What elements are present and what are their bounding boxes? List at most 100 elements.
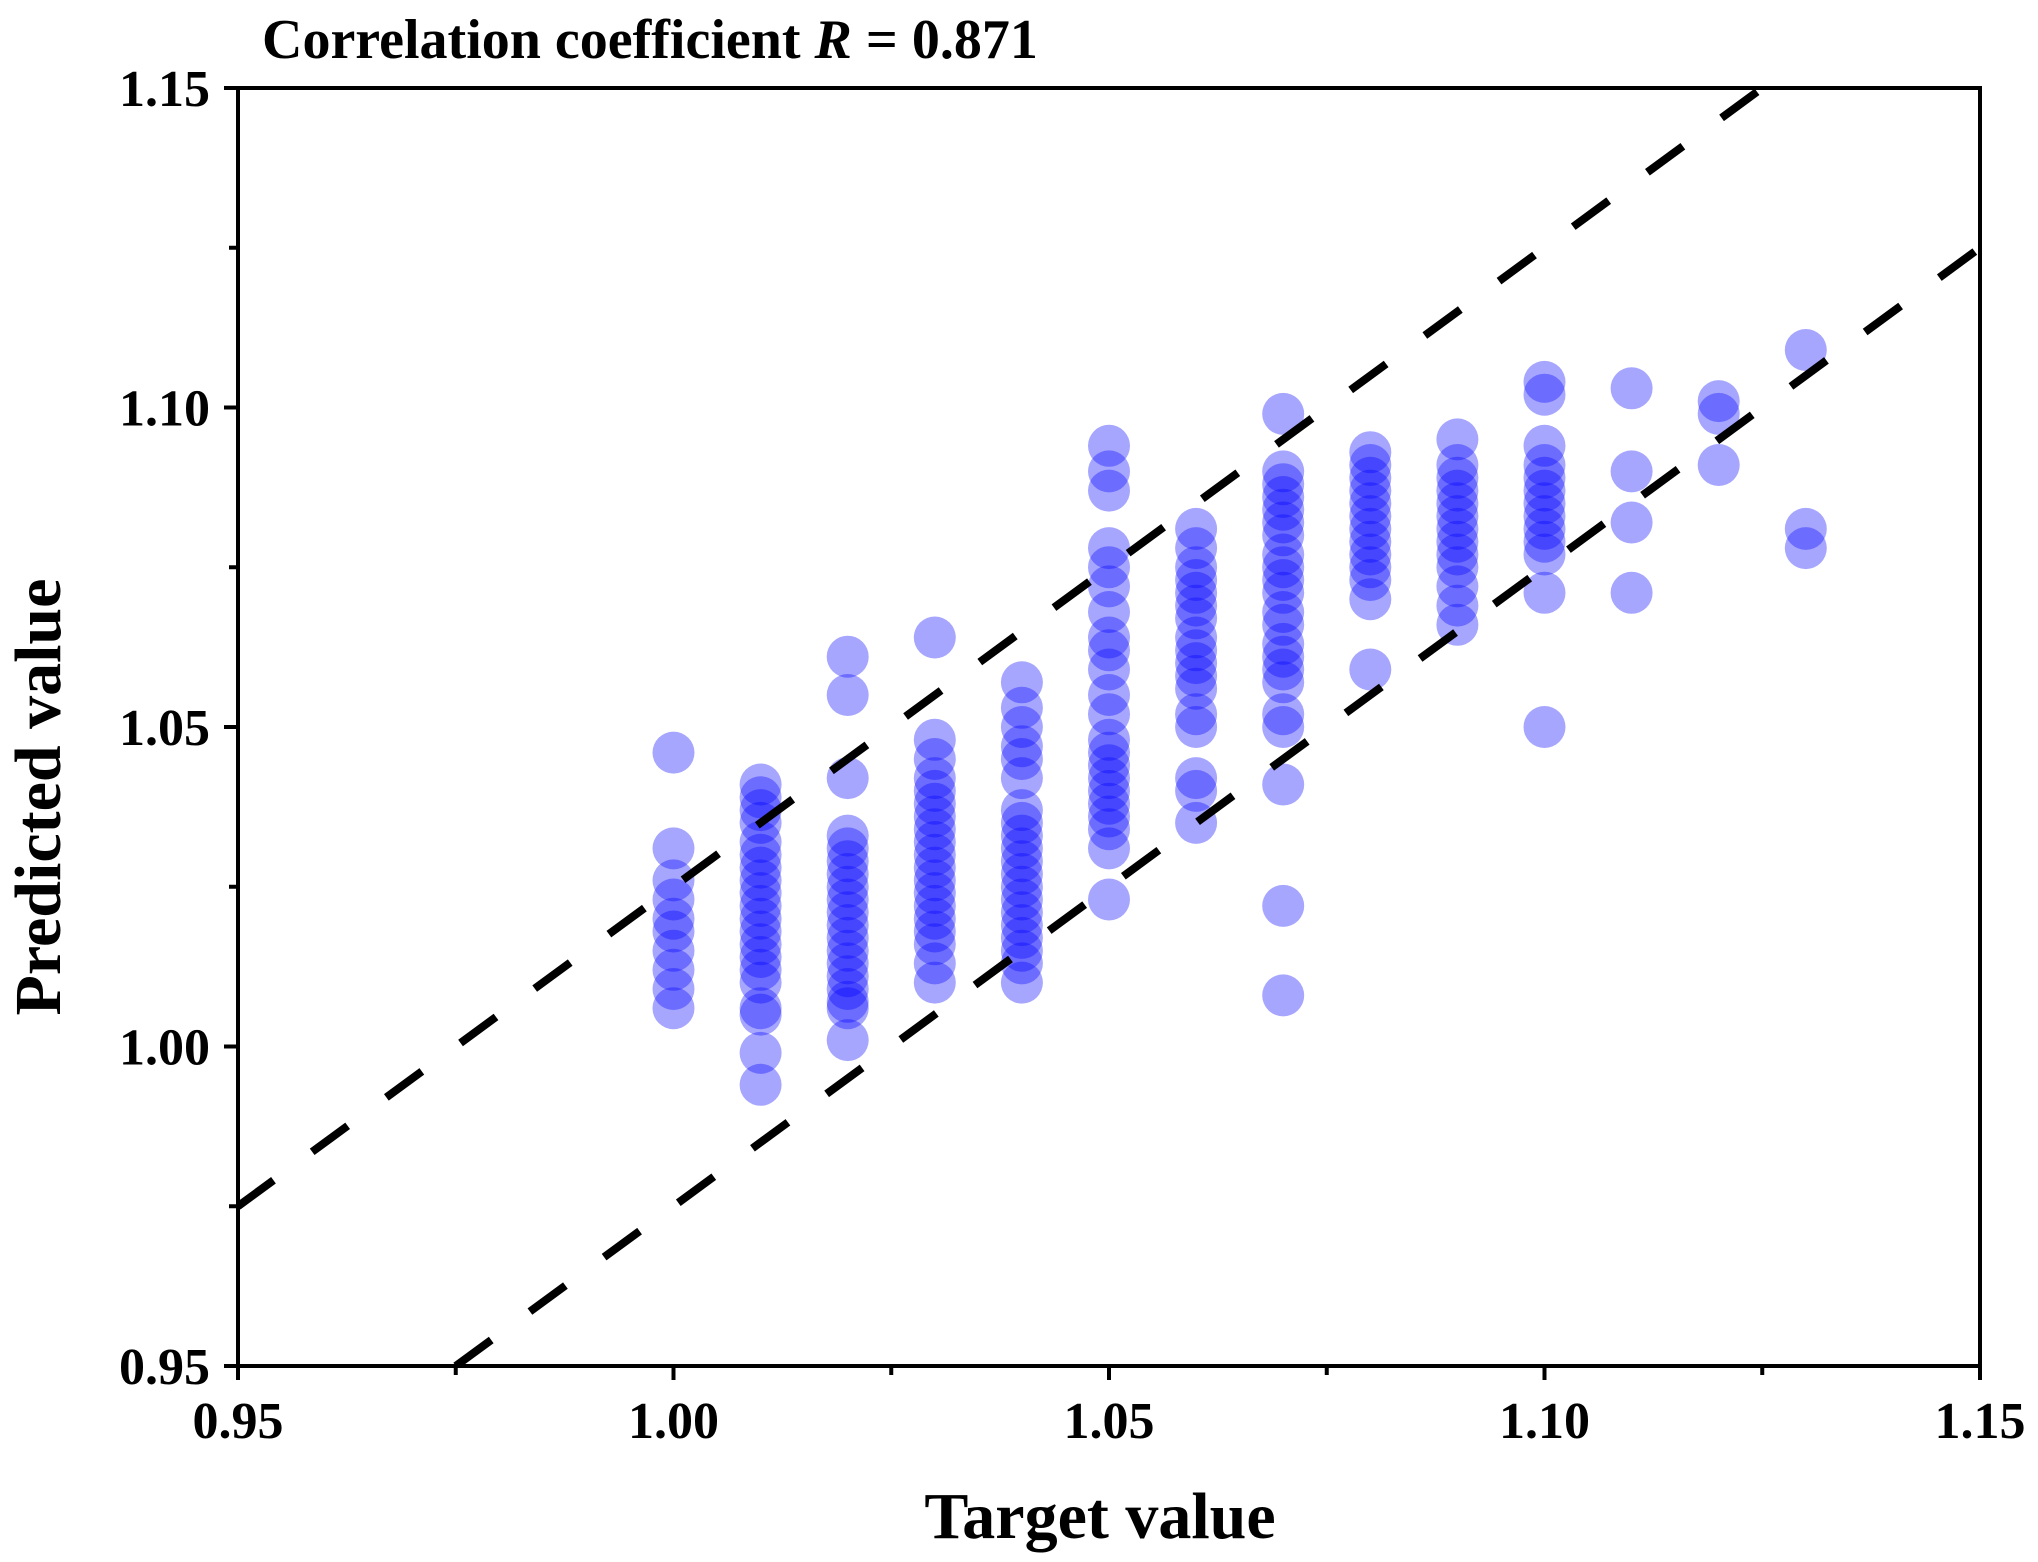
y-tick-label: 1.10 — [119, 381, 210, 438]
scatter-point — [1175, 642, 1218, 685]
scatter-point — [1175, 629, 1218, 672]
y-tick-label: 1.15 — [119, 61, 210, 118]
scatter-point — [739, 910, 782, 953]
scatter-point — [739, 776, 782, 819]
scatter-point — [1000, 827, 1043, 870]
scatter-point — [1262, 463, 1305, 506]
scatter-point — [1000, 814, 1043, 857]
scatter-point — [1697, 392, 1740, 435]
scatter-point — [1262, 546, 1305, 589]
scatter-point — [1523, 520, 1566, 563]
scatter-point — [826, 878, 869, 921]
scatter-point — [739, 1063, 782, 1106]
scatter-point — [1000, 916, 1043, 959]
scatter-point — [1262, 661, 1305, 704]
scatter-point — [739, 961, 782, 1004]
scatter-point — [1088, 718, 1130, 761]
scatter-point — [1175, 597, 1218, 640]
scatter-point — [1610, 450, 1653, 493]
scatter-point — [1175, 507, 1218, 550]
scatter-point — [826, 916, 869, 959]
scatter-point — [913, 942, 956, 985]
scatter-point — [1175, 559, 1218, 601]
scatter-point — [1262, 763, 1305, 806]
scatter-point — [1610, 501, 1653, 544]
scatter-point — [826, 814, 869, 857]
points-layer — [652, 329, 1827, 1106]
scatter-point — [1262, 450, 1305, 493]
scatter-point — [1088, 648, 1130, 691]
scatter-point — [1523, 424, 1566, 467]
scatter-point — [913, 884, 956, 927]
scatter-point — [739, 948, 782, 991]
scatter-point — [913, 910, 956, 953]
scatter-point — [1523, 373, 1566, 416]
scatter-point — [826, 853, 869, 895]
scatter-point — [652, 987, 695, 1030]
scatter-point — [913, 897, 956, 940]
scatter-point — [1000, 686, 1043, 729]
scatter-point — [1000, 840, 1043, 883]
ticks-layer — [224, 86, 1982, 1380]
scatter-point — [826, 891, 869, 934]
scatter-point — [1000, 789, 1043, 832]
tick-labels-layer: 0.95 1.00 1.05 1.10 1.15 0.95 1.00 1.05 1.10 1.15 — [119, 61, 2026, 1450]
x-tick-label: 1.05 — [1064, 1393, 1155, 1450]
scatter-point — [1436, 444, 1479, 486]
scatter-point — [1262, 571, 1305, 614]
scatter-point — [1175, 616, 1218, 659]
scatter-point — [1436, 584, 1479, 627]
scatter-point — [739, 859, 782, 902]
scatter-point — [1088, 795, 1130, 838]
scatter-point — [1262, 591, 1305, 633]
scatter-point — [1262, 706, 1305, 748]
reference-lines-layer — [238, 88, 1980, 1366]
scatter-point — [913, 795, 956, 838]
scatter-point — [739, 872, 782, 915]
chart-title-symbol: R — [814, 9, 852, 71]
x-tick-label: 1.10 — [1499, 1393, 1590, 1450]
scatter-point — [1523, 495, 1566, 538]
scatter-point — [826, 980, 869, 1023]
scatter-point — [1436, 469, 1479, 512]
scatter-point — [1262, 603, 1305, 646]
scatter-point — [1436, 546, 1479, 589]
scatter-point — [1000, 801, 1043, 844]
scatter-point — [826, 1019, 869, 1062]
scatter-point — [1088, 629, 1130, 672]
scatter-point — [913, 859, 956, 902]
scatter-point — [739, 833, 782, 876]
scatter-point — [1088, 827, 1130, 870]
scatter-point — [826, 904, 869, 947]
scatter-point — [652, 878, 695, 921]
scatter-point — [1349, 469, 1392, 512]
y-tick-label: 1.05 — [119, 700, 210, 757]
x-axis-label: Target value — [924, 1480, 1275, 1553]
scatter-point — [1436, 520, 1479, 563]
chart-title-prefix: Correlation coefficient — [262, 9, 815, 71]
scatter-point — [1523, 469, 1566, 512]
scatter-point — [1523, 706, 1566, 748]
scatter-point — [1088, 591, 1130, 633]
scatter-point — [1088, 546, 1130, 589]
y-tick-label: 0.95 — [119, 1339, 210, 1396]
scatter-point — [913, 821, 956, 863]
scatter-point — [1175, 571, 1218, 614]
scatter-point — [1000, 904, 1043, 947]
scatter-point — [826, 865, 869, 908]
scatter-point — [1262, 514, 1305, 557]
scatter-point — [1349, 559, 1392, 601]
scatter-point — [913, 872, 956, 915]
scatter-point — [739, 987, 782, 1030]
scatter-point — [1262, 488, 1305, 531]
scatter-point — [1436, 533, 1479, 576]
scatter-point — [826, 968, 869, 1010]
scatter-point — [913, 769, 956, 812]
scatter-point — [913, 782, 956, 825]
scatter-point — [1523, 444, 1566, 486]
scatter-point — [826, 674, 869, 716]
scatter-point — [652, 929, 695, 972]
scatter-point — [1088, 450, 1130, 493]
